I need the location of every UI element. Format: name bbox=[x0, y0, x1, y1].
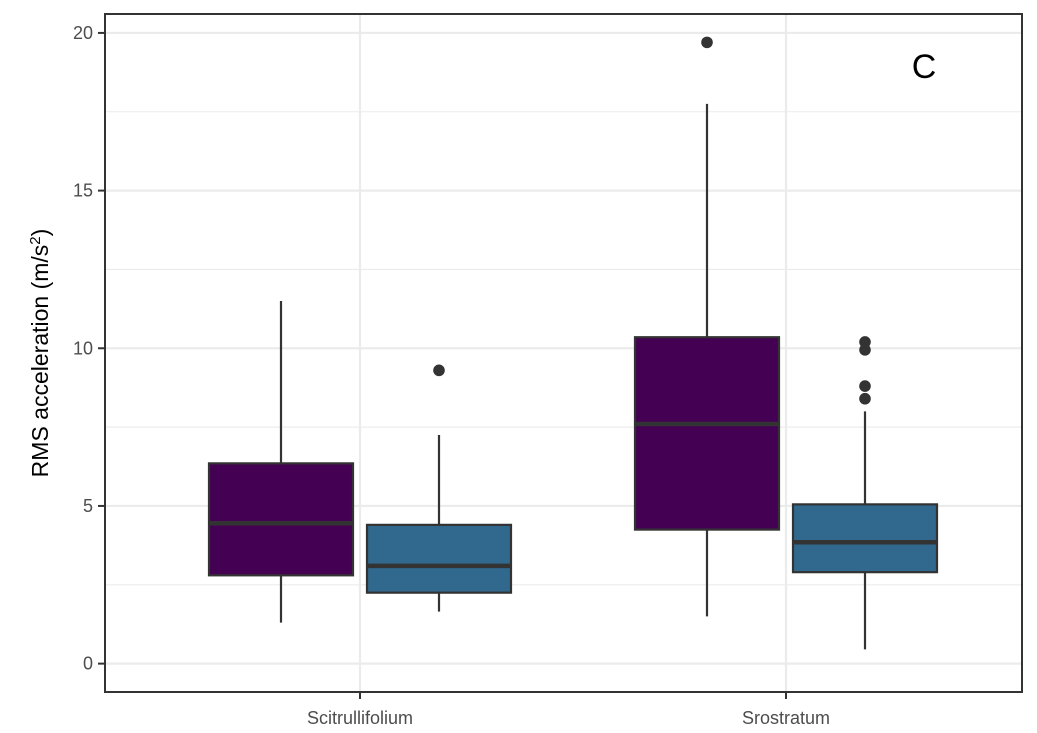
outlier-point bbox=[859, 392, 871, 405]
panel-border bbox=[104, 13, 1023, 693]
outlier-point bbox=[433, 364, 445, 377]
box-rect bbox=[365, 523, 513, 594]
grid-lines bbox=[105, 14, 1022, 692]
box-group bbox=[365, 364, 513, 612]
box-rect bbox=[207, 462, 355, 577]
y-axis-title-superscript: 2 bbox=[27, 236, 44, 244]
y-tick-label: 10 bbox=[73, 338, 93, 358]
axis-layer: 0 5 10 15 20 Scitrullifolium Srostratum bbox=[73, 23, 830, 728]
outlier-point bbox=[859, 380, 871, 392]
x-tick-label: Scitrullifolium bbox=[307, 708, 413, 728]
y-axis-title-close: ) bbox=[27, 229, 53, 237]
box-plot-layer bbox=[207, 36, 939, 650]
panel-label: C bbox=[912, 48, 937, 86]
outlier-point bbox=[859, 336, 871, 348]
box-rect bbox=[633, 336, 781, 531]
box-group bbox=[207, 300, 355, 623]
y-axis-title: RMS acceleration (m/s2) bbox=[27, 229, 54, 478]
y-tick-label: 15 bbox=[73, 181, 93, 201]
box-group bbox=[791, 336, 939, 650]
y-axis-title-main: RMS acceleration (m/s bbox=[27, 245, 53, 478]
y-tick-label: 5 bbox=[83, 496, 93, 516]
x-tick-label: Srostratum bbox=[742, 708, 830, 728]
outlier-point bbox=[701, 36, 713, 49]
y-tick-label: 0 bbox=[83, 654, 93, 674]
box-group bbox=[633, 36, 781, 617]
box-rect bbox=[791, 503, 939, 574]
y-tick-label: 20 bbox=[73, 23, 93, 43]
